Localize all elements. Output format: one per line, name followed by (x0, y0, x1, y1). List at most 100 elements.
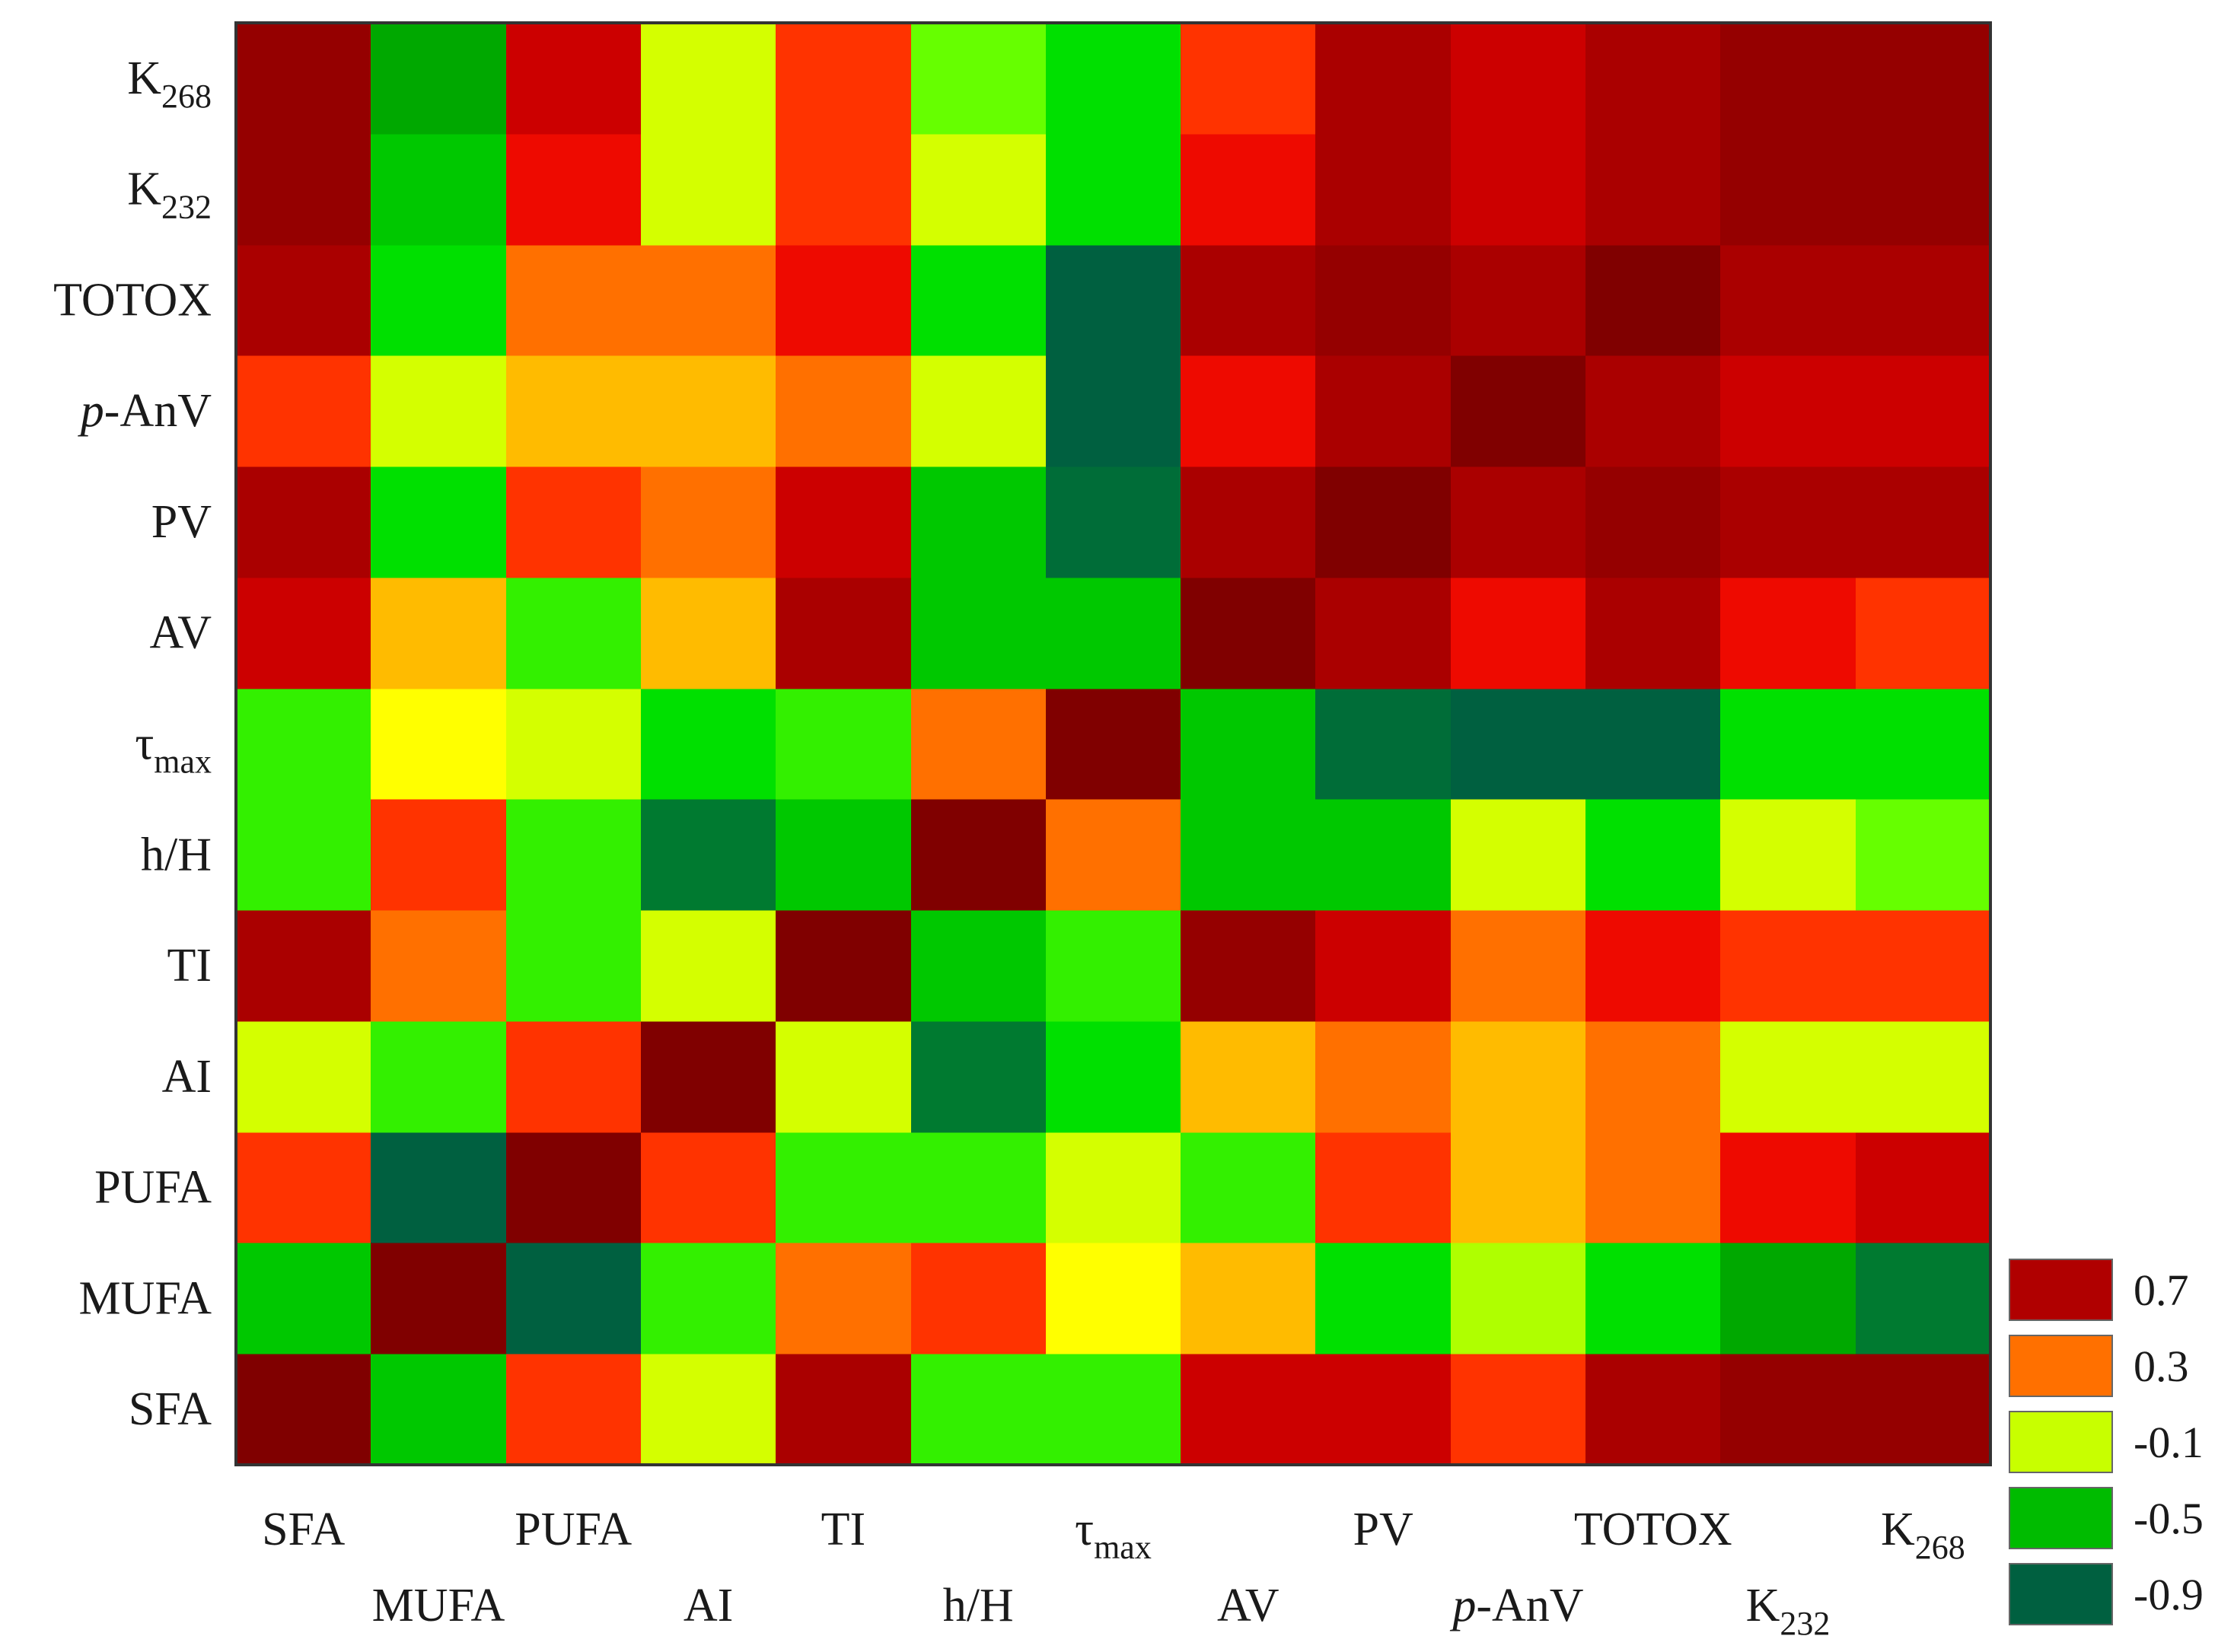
heatmap-cell-k268-sfa (236, 23, 371, 135)
legend-label-4: -0.9 (2134, 1570, 2204, 1619)
heatmap-cell-mufa-sfa (236, 1243, 371, 1354)
heatmap-cell-ti-taumax (1046, 910, 1181, 1022)
x-label-ai: AI (684, 1580, 733, 1631)
heatmap-cell-mufa-pv (1315, 1243, 1452, 1354)
heatmap-cell-taumax-pv (1315, 689, 1452, 800)
heatmap-cell-p-anv-k268 (1856, 355, 1991, 467)
heatmap-cell-ai-ti (776, 1021, 912, 1133)
heatmap-cell-pv-k232 (1720, 466, 1856, 578)
heatmap-cell-totox-pv (1315, 245, 1452, 356)
heatmap-cell-k232-pv (1315, 134, 1452, 246)
x-label-mufa: MUFA (372, 1580, 505, 1631)
heatmap-cell-pufa-k232 (1720, 1132, 1856, 1243)
heatmap-cell-ti-pv (1315, 910, 1452, 1022)
heatmap-cell-h-h-taumax (1046, 799, 1181, 911)
heatmap-cell-mufa-k268 (1856, 1243, 1991, 1354)
heatmap-cell-sfa-ti (776, 1354, 912, 1466)
heatmap-cell-sfa-h-h (911, 1354, 1047, 1466)
heatmap-cell-pv-taumax (1046, 466, 1181, 578)
heatmap-cell-h-h-totox (1585, 799, 1721, 911)
heatmap-cell-pufa-pufa (506, 1132, 642, 1243)
heatmap-cell-av-p-anv (1451, 578, 1586, 689)
heatmap-cell-pufa-ti (776, 1132, 912, 1243)
heatmap-cell-pv-ti (776, 466, 912, 578)
plot-frame (234, 21, 1992, 1466)
heatmap-cell-h-h-av (1181, 799, 1316, 911)
y-label-pufa: PUFA (94, 1162, 212, 1214)
heatmap-cell-k232-totox (1585, 134, 1721, 246)
heatmap-cell-ti-ti (776, 910, 912, 1022)
heatmap-cell-ai-k268 (1856, 1021, 1991, 1133)
y-label-pv: PV (151, 496, 212, 548)
heatmap-cell-k268-k268 (1856, 23, 1991, 135)
heatmap-cell-ai-av (1181, 1021, 1316, 1133)
heatmap-cell-av-h-h (911, 578, 1047, 689)
heatmap-cell-h-h-ti (776, 799, 912, 911)
heatmap-cell-taumax-ai (641, 689, 776, 800)
heatmap-cell-pufa-av (1181, 1132, 1316, 1243)
heatmap-cell-av-ai (641, 578, 776, 689)
heatmap-cell-k232-mufa (371, 134, 507, 246)
heatmap-cell-pv-k268 (1856, 466, 1991, 578)
heatmap-cell-ti-totox (1585, 910, 1721, 1022)
heatmap-cell-pufa-k268 (1856, 1132, 1991, 1243)
heatmap-cell-sfa-av (1181, 1354, 1316, 1466)
heatmap-cell-ai-h-h (911, 1021, 1047, 1133)
heatmap-cell-ai-totox (1585, 1021, 1721, 1133)
heatmap-cell-sfa-ai (641, 1354, 776, 1466)
heatmap-cell-p-anv-mufa (371, 355, 507, 467)
heatmap-cell-taumax-pufa (506, 689, 642, 800)
heatmap-cell-k268-pufa (506, 23, 642, 135)
heatmap-cell-pufa-mufa (371, 1132, 507, 1243)
heatmap-cell-k232-k268 (1856, 134, 1991, 246)
heatmap-cell-mufa-av (1181, 1243, 1316, 1354)
heatmap-cell-k268-ai (641, 23, 776, 135)
heatmap-cell-av-ti (776, 578, 912, 689)
heatmap-cell-k268-taumax (1046, 23, 1181, 135)
color-legend: 0.7 0.3 -0.1 -0.5 -0.9 (2009, 1259, 2204, 1625)
heatmap-cell-k232-av (1181, 134, 1316, 246)
heatmap-cell-mufa-ti (776, 1243, 912, 1354)
heatmap-cell-pufa-sfa (236, 1132, 371, 1243)
heatmap-cell-ai-k232 (1720, 1021, 1856, 1133)
heatmap-cell-ai-taumax (1046, 1021, 1181, 1133)
heatmap-cell-h-h-sfa (236, 799, 371, 911)
heatmap-cell-ti-k268 (1856, 910, 1991, 1022)
heatmap-cell-k268-pv (1315, 23, 1452, 135)
heatmap-cell-mufa-pufa (506, 1243, 642, 1354)
heatmap-cell-taumax-mufa (371, 689, 507, 800)
heatmap-cell-mufa-mufa (371, 1243, 507, 1354)
heatmap-cell-pv-av (1181, 466, 1316, 578)
heatmap-cell-ti-p-anv (1451, 910, 1586, 1022)
x-label-k232: K232 (1746, 1580, 1831, 1642)
heatmap-cell-taumax-ti (776, 689, 912, 800)
heatmap-cell-k232-pufa (506, 134, 642, 246)
heatmap-cell-ti-mufa (371, 910, 507, 1022)
heatmap-cell-pufa-taumax (1046, 1132, 1181, 1243)
heatmap-cell-h-h-pufa (506, 799, 642, 911)
legend-swatch-4 (2009, 1563, 2113, 1625)
heatmap-cell-totox-taumax (1046, 245, 1181, 356)
heatmap-cell-k268-h-h (911, 23, 1047, 135)
legend-label-3: -0.5 (2134, 1494, 2204, 1543)
heatmap-cell-p-anv-taumax (1046, 355, 1181, 467)
heatmap-cell-k232-ai (641, 134, 776, 246)
legend-label-2: -0.1 (2134, 1418, 2204, 1467)
heatmap-cell-ai-sfa (236, 1021, 371, 1133)
heatmap-cell-ti-pufa (506, 910, 642, 1022)
y-label-mufa: MUFA (78, 1272, 212, 1324)
y-axis-labels: SFA MUFA PUFA AI TI h/H τmax AV PV p-AnV TOTOX K232… (53, 53, 212, 1435)
heatmap-cell-taumax-taumax (1046, 689, 1181, 800)
heatmap-cell-totox-pufa (506, 245, 642, 356)
heatmap-cell-sfa-pv (1315, 1354, 1452, 1466)
x-label-p-anv: p-AnV (1449, 1580, 1583, 1631)
x-label-pv: PV (1353, 1504, 1413, 1555)
heatmap-cell-mufa-taumax (1046, 1243, 1181, 1354)
heatmap-cell-p-anv-h-h (911, 355, 1047, 467)
heatmap-cell-sfa-k232 (1720, 1354, 1856, 1466)
heatmap-cell-pv-mufa (371, 466, 507, 578)
heatmap-cell-p-anv-pufa (506, 355, 642, 467)
heatmap-cell-k268-ti (776, 23, 912, 135)
heatmap-cell-k268-av (1181, 23, 1316, 135)
